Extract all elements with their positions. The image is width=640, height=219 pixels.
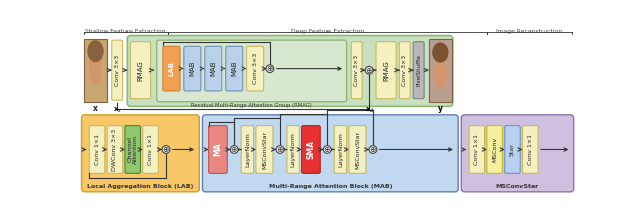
- Text: Conv 3×3: Conv 3×3: [354, 55, 359, 86]
- Circle shape: [230, 146, 238, 153]
- FancyBboxPatch shape: [505, 126, 520, 173]
- FancyBboxPatch shape: [163, 46, 180, 91]
- Text: $\oplus$: $\oplus$: [162, 145, 170, 154]
- FancyBboxPatch shape: [127, 35, 452, 106]
- Text: Conv 3×3: Conv 3×3: [402, 55, 407, 86]
- Text: $\oplus$: $\oplus$: [230, 145, 238, 154]
- Circle shape: [369, 146, 377, 153]
- Text: Image Reconstruction: Image Reconstruction: [497, 29, 563, 34]
- Text: PixelShuffle: PixelShuffle: [416, 54, 421, 86]
- Text: LayerNorm: LayerNorm: [291, 132, 296, 167]
- Circle shape: [162, 146, 170, 153]
- Text: Channel
Attention: Channel Attention: [127, 135, 138, 164]
- FancyBboxPatch shape: [112, 40, 123, 100]
- FancyBboxPatch shape: [131, 42, 150, 99]
- Text: Conv 3×3: Conv 3×3: [115, 55, 120, 86]
- FancyBboxPatch shape: [461, 115, 573, 192]
- Text: MSConv: MSConv: [492, 137, 497, 162]
- FancyBboxPatch shape: [241, 126, 253, 173]
- FancyBboxPatch shape: [413, 42, 424, 99]
- Text: MSConvStar: MSConvStar: [355, 131, 360, 169]
- Text: Conv 1×1: Conv 1×1: [95, 134, 100, 165]
- Text: Conv 1×1: Conv 1×1: [474, 134, 479, 165]
- FancyBboxPatch shape: [143, 126, 158, 173]
- FancyBboxPatch shape: [246, 46, 264, 91]
- Ellipse shape: [432, 42, 449, 63]
- Text: Residual Multi-Range Attention Group (RMAG): Residual Multi-Range Attention Group (RM…: [191, 103, 312, 108]
- FancyBboxPatch shape: [469, 126, 484, 173]
- Text: $\mathbf{x}_s$: $\mathbf{x}_s$: [113, 106, 122, 115]
- Text: DWConv 3×3: DWConv 3×3: [113, 128, 117, 171]
- Text: $\oplus$: $\oplus$: [323, 145, 331, 154]
- FancyBboxPatch shape: [202, 115, 458, 192]
- FancyBboxPatch shape: [157, 40, 347, 102]
- FancyBboxPatch shape: [81, 115, 199, 192]
- FancyBboxPatch shape: [90, 126, 105, 173]
- Circle shape: [365, 66, 373, 74]
- Ellipse shape: [434, 58, 447, 89]
- FancyBboxPatch shape: [301, 126, 320, 173]
- Text: $\oplus$: $\oplus$: [276, 145, 284, 154]
- Bar: [84, 39, 107, 102]
- FancyBboxPatch shape: [256, 126, 273, 173]
- FancyBboxPatch shape: [522, 126, 538, 173]
- Text: $\mathbf{x}$: $\mathbf{x}$: [92, 104, 99, 113]
- Text: Conv 1×1: Conv 1×1: [528, 134, 532, 165]
- FancyBboxPatch shape: [125, 126, 140, 173]
- FancyBboxPatch shape: [205, 46, 222, 91]
- FancyBboxPatch shape: [487, 126, 502, 173]
- Text: Multi-Range Attention Block (MAB): Multi-Range Attention Block (MAB): [269, 184, 392, 189]
- Text: $\oplus$: $\oplus$: [365, 66, 373, 75]
- FancyBboxPatch shape: [184, 46, 201, 91]
- Text: RMAG: RMAG: [383, 60, 389, 81]
- FancyBboxPatch shape: [226, 46, 243, 91]
- FancyBboxPatch shape: [349, 126, 366, 173]
- FancyBboxPatch shape: [334, 126, 347, 173]
- FancyBboxPatch shape: [399, 42, 410, 99]
- FancyBboxPatch shape: [287, 126, 300, 173]
- Text: SMA: SMA: [307, 140, 316, 159]
- Text: MSConvStar: MSConvStar: [496, 184, 539, 189]
- Text: Conv 3×3: Conv 3×3: [253, 53, 258, 84]
- Circle shape: [323, 146, 331, 153]
- Text: Shallow Feature Extraction: Shallow Feature Extraction: [86, 29, 166, 34]
- Text: $\mathbf{x}_d$: $\mathbf{x}_d$: [365, 106, 374, 115]
- Text: Deep Feature Extraction: Deep Feature Extraction: [291, 29, 364, 34]
- Text: Local Aggregation Block (LAB): Local Aggregation Block (LAB): [87, 184, 194, 189]
- Text: LayerNorm: LayerNorm: [245, 132, 250, 167]
- Text: $\oplus$: $\oplus$: [369, 145, 377, 154]
- Text: Star: Star: [510, 143, 515, 156]
- Bar: [429, 39, 452, 102]
- Text: $\mathbf{y}$: $\mathbf{y}$: [437, 104, 444, 115]
- Ellipse shape: [88, 40, 104, 62]
- Text: Conv 1×1: Conv 1×1: [148, 134, 153, 165]
- Circle shape: [276, 146, 284, 153]
- Text: $\oplus$: $\oplus$: [266, 64, 274, 73]
- Text: MAB: MAB: [211, 61, 216, 76]
- Text: MSConvStar: MSConvStar: [262, 131, 267, 169]
- Ellipse shape: [89, 48, 102, 86]
- FancyBboxPatch shape: [209, 126, 227, 173]
- Text: LAB: LAB: [168, 61, 175, 76]
- FancyBboxPatch shape: [376, 42, 396, 99]
- FancyBboxPatch shape: [351, 42, 362, 99]
- Text: RMAG: RMAG: [138, 60, 143, 81]
- Text: LayerNorm: LayerNorm: [338, 132, 343, 167]
- Text: MA: MA: [214, 143, 223, 156]
- Circle shape: [266, 65, 274, 72]
- Text: MAB: MAB: [231, 61, 237, 76]
- FancyBboxPatch shape: [107, 126, 123, 173]
- Text: MAB: MAB: [189, 61, 195, 76]
